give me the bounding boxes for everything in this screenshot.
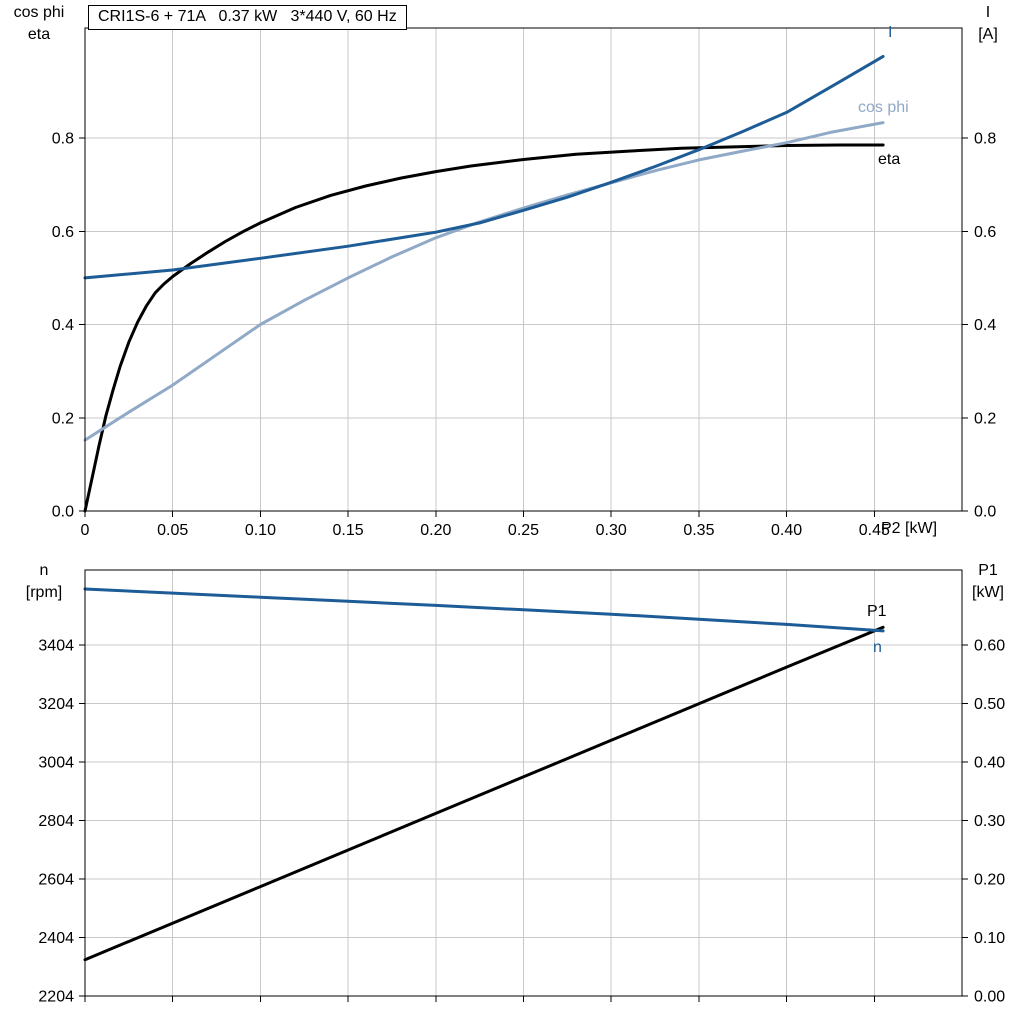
top-left-axis-label: cos phi eta <box>6 2 72 46</box>
svg-text:0.6: 0.6 <box>974 224 996 241</box>
chart-title: CRI1S-6 + 71A 0.37 kW 3*440 V, 60 Hz <box>88 5 407 30</box>
axis-label-p1: P1 <box>978 562 998 579</box>
svg-text:0.35: 0.35 <box>683 522 714 539</box>
svg-text:0.20: 0.20 <box>420 522 451 539</box>
svg-text:0.8: 0.8 <box>52 131 74 148</box>
x-axis-label: P2 [kW] <box>881 520 938 537</box>
svg-text:2404: 2404 <box>38 930 74 947</box>
axis-label-kw-unit: [kW] <box>972 584 1004 601</box>
svg-text:0.4: 0.4 <box>52 317 74 334</box>
top-right-axis-label: I [A] <box>960 2 1016 46</box>
svg-text:0.10: 0.10 <box>974 930 1005 947</box>
bottom-left-axis-label: n [rpm] <box>14 560 74 604</box>
curve-label-speed: n <box>873 639 882 656</box>
svg-text:0.2: 0.2 <box>974 410 996 427</box>
curve-label-current: I <box>888 24 893 41</box>
svg-text:3004: 3004 <box>38 754 74 771</box>
svg-text:3404: 3404 <box>38 637 74 654</box>
svg-text:0.30: 0.30 <box>974 813 1005 830</box>
svg-text:0.2: 0.2 <box>52 410 74 427</box>
svg-text:0.00: 0.00 <box>974 989 1005 1006</box>
axis-label-ampere-unit: [A] <box>978 26 998 43</box>
axis-label-current: I <box>985 4 991 21</box>
svg-text:0: 0 <box>81 522 90 539</box>
svg-text:0.45: 0.45 <box>859 522 890 539</box>
curve-label-p1: P1 <box>867 603 887 620</box>
svg-text:0.30: 0.30 <box>596 522 627 539</box>
svg-text:0.10: 0.10 <box>245 522 276 539</box>
svg-text:2804: 2804 <box>38 813 74 830</box>
svg-text:0.6: 0.6 <box>52 224 74 241</box>
svg-text:3204: 3204 <box>38 696 74 713</box>
axis-label-rpm-unit: [rpm] <box>25 584 63 601</box>
svg-text:2204: 2204 <box>38 989 74 1006</box>
axis-label-speed: n <box>39 562 49 579</box>
svg-text:0.60: 0.60 <box>974 637 1005 654</box>
curve-label-cos-phi: cos phi <box>858 99 909 116</box>
axis-label-cos-phi: cos phi <box>13 4 65 21</box>
svg-text:0.50: 0.50 <box>974 696 1005 713</box>
bottom-right-axis-label: P1 [kW] <box>958 560 1018 604</box>
svg-text:0.15: 0.15 <box>333 522 364 539</box>
axis-label-eta: eta <box>27 26 51 43</box>
svg-text:0.0: 0.0 <box>974 504 996 521</box>
svg-text:0.4: 0.4 <box>974 317 996 334</box>
svg-text:0.40: 0.40 <box>974 754 1005 771</box>
svg-text:2604: 2604 <box>38 871 74 888</box>
svg-text:0.25: 0.25 <box>508 522 539 539</box>
curve-label-eta: eta <box>878 151 901 168</box>
svg-text:0.05: 0.05 <box>157 522 188 539</box>
svg-text:0.40: 0.40 <box>771 522 802 539</box>
svg-text:0.20: 0.20 <box>974 871 1005 888</box>
svg-text:0.8: 0.8 <box>974 131 996 148</box>
svg-text:0.0: 0.0 <box>52 504 74 521</box>
